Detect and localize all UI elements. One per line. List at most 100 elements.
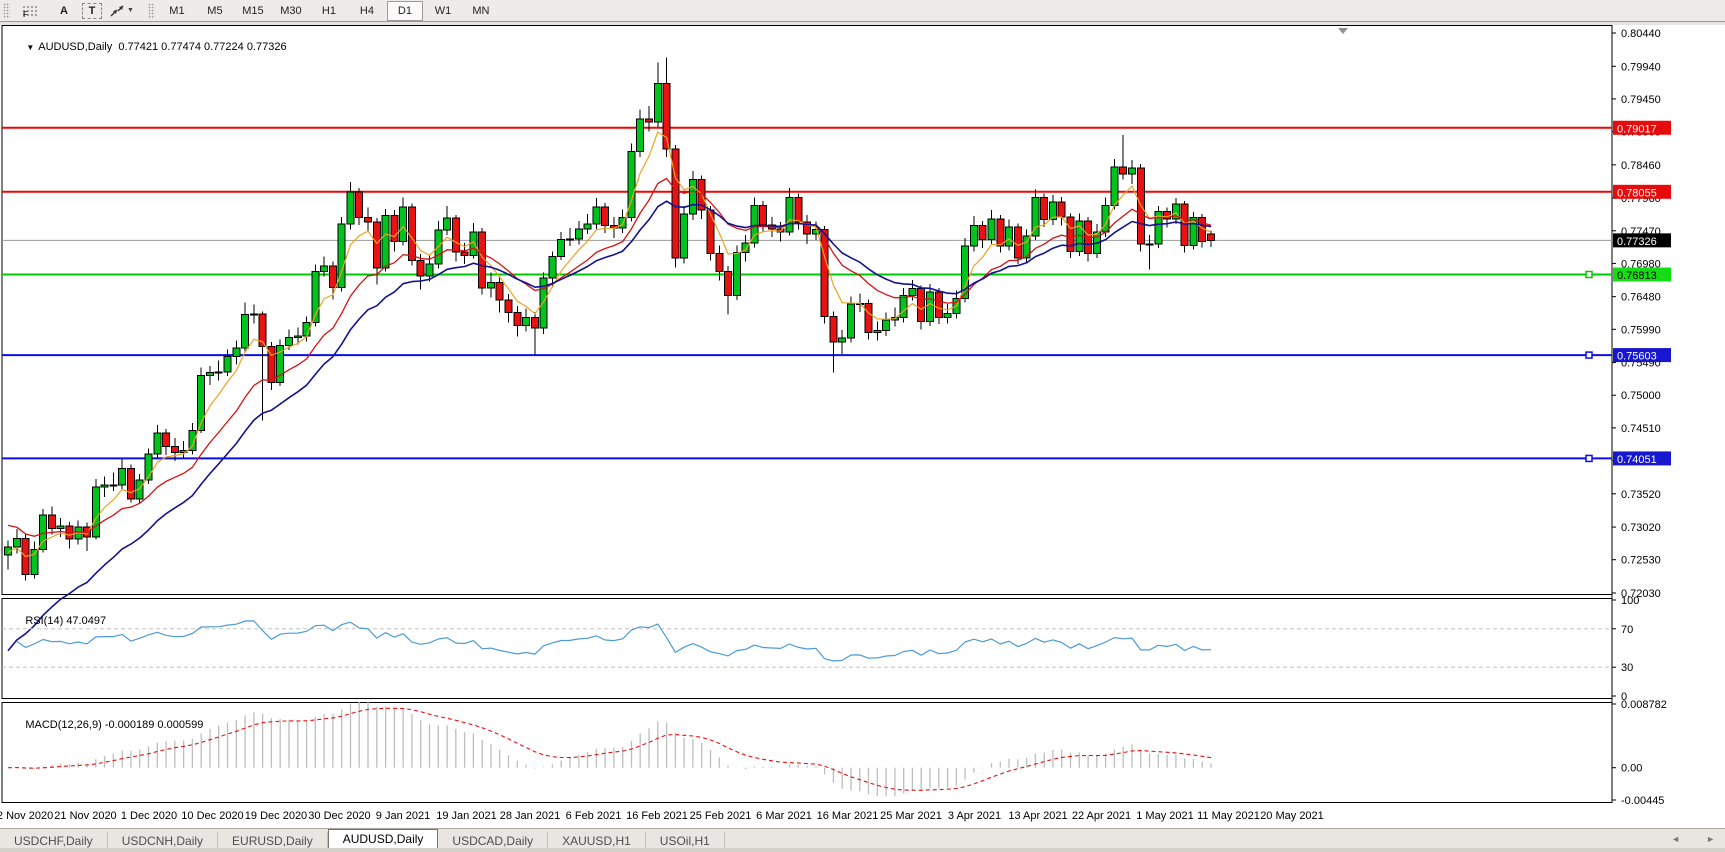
- price-tick-label: 0.76980: [1621, 258, 1661, 270]
- symbol-title: ▼ AUDUSD,Daily 0.77421 0.77474 0.77224 0.…: [8, 29, 286, 65]
- date-label: 21 Nov 2020: [54, 810, 116, 822]
- svg-text:0.78055: 0.78055: [1617, 187, 1657, 199]
- tab-scroll-right-icon[interactable]: ►: [1706, 834, 1715, 844]
- toolbar-grip[interactable]: [3, 2, 10, 19]
- date-label: 22 Apr 2021: [1072, 810, 1131, 822]
- date-label: 1 Dec 2020: [121, 810, 177, 822]
- price-tag-0.76813: 0.76813: [1613, 267, 1671, 282]
- chart-area: 0.804400.799400.794500.789600.784600.779…: [0, 25, 1725, 828]
- svg-text:F: F: [23, 10, 28, 18]
- rsi-name: RSI(14): [25, 615, 64, 627]
- price-tick-label: 0.73020: [1621, 522, 1661, 534]
- price-tick-label: 0.79450: [1621, 94, 1661, 106]
- svg-text:0.79017: 0.79017: [1617, 123, 1657, 135]
- tabs-holder: USDCHF,Daily USDCNH,Daily EURUSD,Daily AUDU…: [0, 829, 725, 849]
- date-label: 13 Apr 2021: [1008, 810, 1067, 822]
- panel-frame-0: [1, 25, 1613, 595]
- hline-handle-0.75603[interactable]: [1585, 351, 1593, 359]
- macd-tick-label: -0.00445: [1621, 795, 1664, 807]
- rsi-value: 47.0497: [66, 615, 107, 627]
- chart-tab-bar: USDCHF,Daily USDCNH,Daily EURUSD,Daily AUDU…: [0, 828, 1725, 849]
- rsi-tick-label: 100: [1621, 595, 1639, 607]
- price-tick-label: 0.72530: [1621, 555, 1661, 567]
- macd-values: -0.000189 0.000599: [104, 719, 204, 731]
- date-label: 19 Jan 2021: [436, 810, 497, 822]
- svg-text:0.74051: 0.74051: [1617, 454, 1657, 466]
- timeframe-button-H4[interactable]: H4: [359, 4, 374, 17]
- hline-handle-0.74051[interactable]: [1585, 454, 1593, 463]
- chart-tab-eurusd-daily[interactable]: EURUSD,Daily: [218, 832, 328, 849]
- macd-indicator-label: MACD(12,26,9) -0.000189 0.000599: [7, 707, 203, 743]
- date-label: 10 Dec 2020: [181, 810, 243, 822]
- svg-text:0.77326: 0.77326: [1617, 236, 1657, 248]
- current-price-tag: 0.77326: [1613, 233, 1671, 248]
- text-label-icon[interactable]: A: [60, 4, 68, 17]
- price-tag-0.79017: 0.79017: [1613, 120, 1671, 135]
- arrow-tools-icon-glyph: [110, 5, 124, 16]
- date-label: 9 Jan 2021: [376, 810, 430, 822]
- macd-tick-label: 0.00: [1621, 763, 1642, 775]
- price-tag-0.75603: 0.75603: [1613, 348, 1671, 363]
- price-tick-label: 0.76480: [1621, 292, 1661, 304]
- ma-medium-line: [7, 177, 1212, 537]
- rsi-tick-label: 30: [1621, 662, 1633, 674]
- toolbar-separator[interactable]: [147, 2, 155, 19]
- date-label: 6 Feb 2021: [566, 810, 622, 822]
- tab-scroll-left-icon[interactable]: ◄: [1671, 834, 1681, 844]
- chart-shift-marker-icon[interactable]: [1338, 28, 1348, 34]
- status-strip: [0, 848, 1725, 852]
- timeframe-button-group: M1 M5 M15 M30 H1 H4 D1 W1 MN: [158, 0, 500, 21]
- timeframe-button-M15[interactable]: M15: [242, 4, 264, 17]
- symbol-dropdown-icon[interactable]: ▼: [26, 43, 35, 52]
- macd-signal-line: [7, 707, 1212, 791]
- macd-tick-label: 0.008782: [1621, 699, 1667, 711]
- price-tag-0.78055: 0.78055: [1613, 184, 1671, 199]
- fibonacci-icon[interactable]: F: [14, 1, 46, 21]
- timeframe-button-M5[interactable]: M5: [207, 4, 223, 17]
- timeframe-button-H1[interactable]: H1: [321, 4, 336, 17]
- date-label: 25 Mar 2021: [880, 810, 942, 822]
- date-label: 16 Feb 2021: [626, 810, 688, 822]
- arrow-tools-icon[interactable]: ▼: [104, 1, 139, 21]
- timeframe-button-D1[interactable]: D1: [386, 0, 423, 21]
- date-label: 1 May 2021: [1136, 810, 1193, 822]
- chart-tab-usoil-h1[interactable]: USOil,H1: [646, 832, 725, 849]
- price-tick-label: 0.75990: [1621, 324, 1661, 336]
- date-label: 6 Mar 2021: [756, 810, 812, 822]
- timeframe-button-M30[interactable]: M30: [280, 4, 302, 17]
- chart-tab-xauusd-h1[interactable]: XAUUSD,H1: [548, 832, 646, 849]
- chart-tab-usdcad-daily[interactable]: USDCAD,Daily: [438, 832, 549, 849]
- timeframe-button-W1[interactable]: W1: [434, 4, 452, 17]
- price-tick-label: 0.80440: [1621, 28, 1661, 40]
- date-label: 25 Feb 2021: [690, 810, 752, 822]
- text-box-icon[interactable]: T: [82, 2, 102, 19]
- date-label: 28 Jan 2021: [500, 810, 561, 822]
- hline-handle-0.76813[interactable]: [1585, 270, 1593, 279]
- timeframe-button-M1[interactable]: M1: [169, 4, 185, 17]
- rsi-tick-label: 70: [1621, 624, 1633, 636]
- date-label: 16 Mar 2021: [817, 810, 879, 822]
- chart-tab-audusd-daily[interactable]: AUDUSD,Daily: [327, 829, 439, 849]
- price-tick-label: 0.73520: [1621, 489, 1661, 501]
- svg-text:0.75603: 0.75603: [1617, 351, 1657, 363]
- date-label: 12 Nov 2020: [0, 810, 53, 822]
- text-box-icon-glyph: T: [88, 4, 96, 17]
- rsi-indicator-label: RSI(14) 47.0497: [7, 603, 106, 639]
- fibonacci-icon-glyph: F: [23, 6, 37, 18]
- macd-name: MACD(12,26,9): [25, 719, 102, 731]
- ma-slow-line: [7, 200, 1212, 652]
- price-tick-label: 0.72030: [1621, 588, 1661, 600]
- symbol-label: AUDUSD,Daily: [38, 41, 113, 53]
- chart-canvas[interactable]: 0.804400.799400.794500.789600.784600.779…: [0, 25, 1725, 828]
- timeframe-button-MN[interactable]: MN: [472, 4, 490, 17]
- price-tick-label: 0.75000: [1621, 390, 1661, 402]
- chart-tab-usdchf-daily[interactable]: USDCHF,Daily: [0, 832, 108, 849]
- price-tick-label: 0.79940: [1621, 61, 1661, 73]
- rsi-line: [16, 620, 1212, 662]
- date-label: 3 Apr 2021: [948, 810, 1001, 822]
- chart-tab-usdcnh-daily[interactable]: USDCNH,Daily: [108, 832, 219, 849]
- chevron-down-icon: ▼: [127, 7, 134, 14]
- date-label: 20 May 2021: [1260, 810, 1324, 822]
- tab-scroll-arrows: ◄ ►: [1671, 829, 1725, 849]
- date-label: 11 May 2021: [1197, 810, 1260, 822]
